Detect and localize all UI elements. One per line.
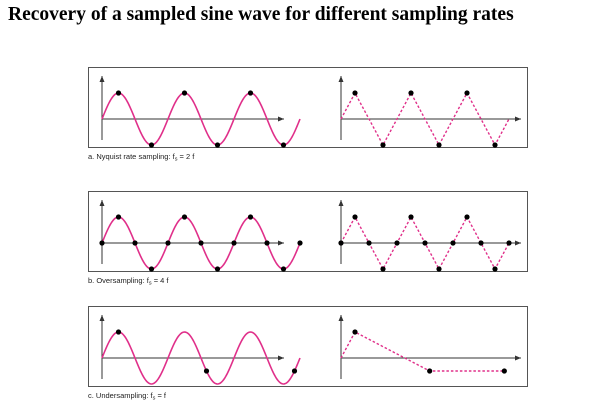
panel-1-recon-sample-9 (464, 214, 470, 220)
panel-0-sample-point-1 (148, 142, 155, 148)
panel-1-recon-sample-8 (450, 240, 456, 246)
panel-1-right-y-arrow (338, 200, 344, 206)
panel-1-recon-sample-7 (436, 266, 442, 272)
panel-2-right-y-arrow (338, 315, 344, 321)
panel-0-left-y-arrow (99, 76, 105, 82)
panel-1-left-x-arrow (278, 240, 284, 246)
panel-0-recon-sample-2 (408, 90, 414, 96)
caption-oversampling-text: b. Oversampling: f (88, 276, 149, 285)
panel-1-recon-sample-1 (352, 214, 358, 220)
panel-0-recon-sample-0 (352, 90, 358, 96)
panel-nyquist (88, 67, 528, 148)
panel-0-recon-sample-3 (436, 142, 442, 148)
panel-0-sample-point-2 (181, 90, 188, 96)
panel-1-left-y-arrow (99, 200, 105, 206)
caption-undersampling-rhs: = f (155, 391, 167, 400)
panel-1-recon-sample-4 (394, 240, 400, 246)
panel-undersampling-svg (99, 315, 521, 385)
panel-0-recon-sample-1 (380, 142, 386, 148)
panel-2-sample-point-2 (291, 368, 298, 374)
panel-1-recon-sample-3 (380, 266, 386, 272)
panel-2-recon-sample-1 (427, 368, 433, 374)
panel-1-sample-point-7 (214, 266, 221, 272)
panel-0-left-x-arrow (278, 116, 284, 122)
panel-2-sample-point-0 (115, 329, 122, 335)
panel-0-right-x-arrow (515, 116, 521, 122)
panel-0-right-y-arrow (338, 76, 344, 82)
caption-nyquist-text: a. Nyquist rate sampling: f (88, 152, 175, 161)
panel-1-recon-sample-12 (506, 240, 512, 246)
panel-1-recon-sample-11 (492, 266, 498, 272)
panel-0-sample-point-0 (115, 90, 122, 96)
panel-0-recon-sample-5 (492, 142, 498, 148)
panel-0-sine-wave (101, 92, 301, 146)
panel-2-recon-sample-0 (352, 329, 358, 335)
panel-2-sample-point-1 (203, 368, 210, 374)
panel-oversampling-svg (99, 200, 521, 272)
caption-oversampling-sub: s (148, 280, 152, 287)
caption-nyquist: a. Nyquist rate sampling: fs = 2 f (88, 152, 194, 163)
figure-title: Recovery of a sampled sine wave for diff… (8, 4, 514, 25)
panel-nyquist-svg (99, 76, 521, 148)
panel-0-sample-point-5 (280, 142, 287, 148)
caption-undersampling-text: c. Undersampling: f (88, 391, 153, 400)
panel-2-recon-sample-2 (501, 368, 507, 374)
caption-oversampling: b. Oversampling: fs = 4 f (88, 276, 169, 287)
panel-1-sample-point-4 (165, 240, 171, 246)
panel-1-sample-point-11 (280, 266, 287, 272)
caption-undersampling-sub: s (152, 395, 156, 402)
panel-1-sample-point-8 (231, 240, 237, 246)
panel-2-left-y-arrow (99, 315, 105, 321)
panel-oversampling (88, 191, 528, 272)
panel-0-sample-point-4 (247, 90, 254, 96)
panel-0-sample-point-3 (214, 142, 221, 148)
caption-nyquist-sub: s (174, 156, 178, 163)
panel-0-reconstructed-wave (340, 91, 510, 147)
panel-1-sample-point-1 (115, 214, 122, 220)
panel-1-sample-point-6 (198, 240, 204, 246)
panel-0-recon-sample-4 (464, 90, 470, 96)
panel-1-recon-sample-2 (366, 240, 372, 246)
panel-1-recon-sample-10 (478, 240, 484, 246)
panel-1-sample-point-5 (181, 214, 188, 220)
panel-2-reconstructed-wave (340, 331, 505, 372)
panel-1-sample-point-10 (264, 240, 270, 246)
panel-1-sample-point-12 (297, 240, 303, 246)
caption-nyquist-rhs: = 2 f (177, 152, 195, 161)
panel-1-right-x-arrow (515, 240, 521, 246)
caption-undersampling: c. Undersampling: fs = f (88, 391, 166, 402)
panel-undersampling (88, 306, 528, 387)
panel-1-recon-sample-5 (408, 214, 414, 220)
panel-1-sample-point-0 (99, 240, 105, 246)
panel-1-recon-sample-0 (338, 240, 344, 246)
panel-1-sample-point-9 (247, 214, 254, 220)
panel-2-sine-wave (101, 331, 301, 385)
panel-2-right-x-arrow (515, 355, 521, 361)
panel-1-sample-point-2 (132, 240, 138, 246)
panel-1-recon-sample-6 (422, 240, 428, 246)
caption-oversampling-rhs: = 4 f (151, 276, 169, 285)
panel-1-sample-point-3 (148, 266, 155, 272)
panel-2-left-x-arrow (278, 355, 284, 361)
